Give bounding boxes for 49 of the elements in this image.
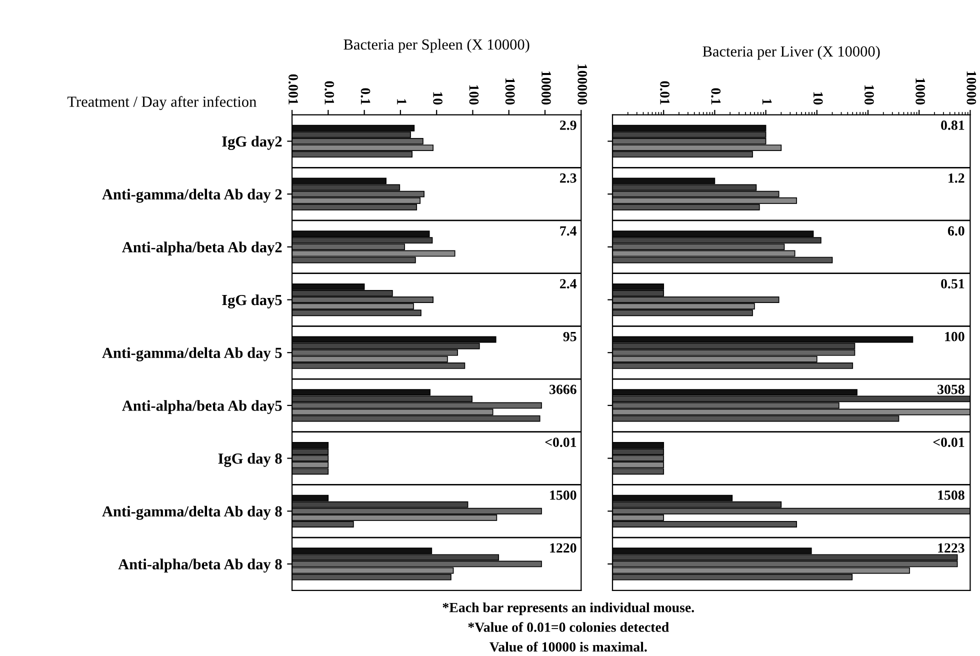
text: *Value of 0.01=0 colonies detected <box>468 622 669 632</box>
annotation: 6.0 <box>948 226 964 236</box>
annotation: <0.01 <box>545 438 576 448</box>
x-tick-label: 100000 <box>578 64 588 105</box>
y-tick-label: Anti-alpha/beta Ab day5 <box>122 400 282 414</box>
annotation: 3666 <box>550 384 576 394</box>
text: Value of 10000 is maximal. <box>490 642 647 652</box>
annotation: 1.2 <box>948 173 964 183</box>
y-tick-label: Anti-gamma/delta Ab day 2 <box>102 188 282 203</box>
x-tick-label: 100 <box>864 85 874 105</box>
y-tick-label: Anti-gamma/delta Ab day 8 <box>102 506 282 520</box>
x-tick-label: 0.001 <box>288 74 298 104</box>
annotation: 2.9 <box>560 120 576 130</box>
annotation: 1220 <box>550 543 576 553</box>
y-axis-title: Treatment / Day after infection <box>67 96 256 110</box>
x-tick-label: 1000 <box>916 78 925 105</box>
annotation: 100 <box>945 332 964 342</box>
annotation: 95 <box>563 332 576 342</box>
y-tick-label: Anti-gamma/delta Ab day 5 <box>102 347 282 362</box>
x-tick-label: 1 <box>762 99 772 104</box>
y-tick-label: IgG day5 <box>222 294 282 308</box>
x-tick-label: 0.1 <box>360 88 370 104</box>
x-axis-title: Bacteria per Spleen (X 10000) <box>344 38 530 53</box>
annotation: <0.01 <box>933 438 964 448</box>
x-tick-label: 0.01 <box>324 81 334 104</box>
x-tick-label: 10000 <box>542 71 551 105</box>
y-tick-label: Anti-alpha/beta Ab day 8 <box>118 558 282 573</box>
x-tick-label: 0.1 <box>711 88 721 104</box>
x-tick-label: 100 <box>469 85 479 105</box>
annotation: 0.51 <box>941 279 964 288</box>
x-axis-title: Bacteria per Liver (X 10000) <box>702 46 880 60</box>
annotation: 0.81 <box>941 120 964 130</box>
x-tick-label: 10 <box>813 92 823 105</box>
annotation: 1500 <box>550 490 576 500</box>
annotation: 2.4 <box>560 279 577 288</box>
y-tick-label: Anti-alpha/beta Ab day2 <box>122 242 282 256</box>
y-tick-label: IgG day2 <box>222 136 282 150</box>
annotation: 7.4 <box>560 226 577 236</box>
y-tick-label: IgG day 8 <box>218 452 282 467</box>
annotation: 1223 <box>938 543 964 553</box>
x-tick-label: 0.01 <box>660 81 670 104</box>
annotation: 1508 <box>938 490 964 500</box>
annotation: 2.3 <box>560 173 576 183</box>
annotation: 3058 <box>938 384 964 394</box>
x-tick-label: 10 <box>433 92 442 105</box>
x-tick-label: 10000 <box>966 71 976 105</box>
x-tick-label: 1 <box>397 99 406 104</box>
x-tick-label: 1000 <box>505 78 515 105</box>
text: *Each bar represents an individual mouse. <box>442 602 694 616</box>
